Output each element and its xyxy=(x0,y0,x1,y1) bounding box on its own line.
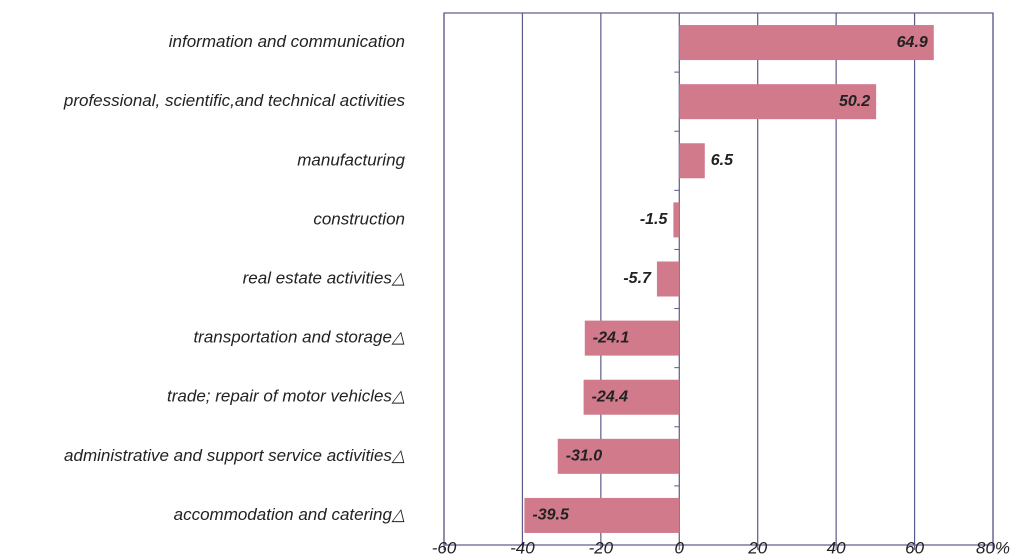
value-label: 6.5 xyxy=(711,152,734,169)
value-label: -5.7 xyxy=(623,270,652,287)
x-tick-label: 40 xyxy=(827,538,846,557)
bar xyxy=(656,261,680,297)
value-label: -24.1 xyxy=(593,329,630,346)
category-label: real estate activities△ xyxy=(243,268,405,287)
bar xyxy=(557,438,680,474)
value-label: -1.5 xyxy=(640,211,669,228)
category-label: trade; repair of motor vehicles△ xyxy=(167,387,405,406)
x-tick-label: 0 xyxy=(675,538,685,557)
bar xyxy=(679,25,934,61)
category-label: manufacturing xyxy=(297,150,405,169)
value-label: -24.4 xyxy=(592,388,629,405)
bar xyxy=(524,497,680,533)
category-label: administrative and support service activ… xyxy=(64,446,405,465)
category-label: accommodation and catering△ xyxy=(174,505,405,524)
category-label: transportation and storage△ xyxy=(193,328,405,347)
category-label: construction xyxy=(313,209,405,228)
bar xyxy=(584,320,680,356)
value-label: -31.0 xyxy=(566,448,603,465)
category-label: professional, scientific,and technical a… xyxy=(63,91,406,110)
bar xyxy=(679,84,877,120)
x-tick-label: 80% xyxy=(976,538,1010,557)
x-tick-label: 20 xyxy=(747,538,767,557)
x-tick-label: 60 xyxy=(905,538,924,557)
value-label: 64.9 xyxy=(897,34,928,51)
x-tick-label: -20 xyxy=(589,538,614,557)
bar xyxy=(679,143,705,179)
value-label: -39.5 xyxy=(532,507,570,524)
value-label: 50.2 xyxy=(839,93,870,110)
bar xyxy=(673,202,680,238)
x-tick-label: -40 xyxy=(510,538,535,557)
x-tick-label: -60 xyxy=(432,538,457,557)
category-label: information and communication xyxy=(169,32,405,51)
bar xyxy=(583,379,680,415)
